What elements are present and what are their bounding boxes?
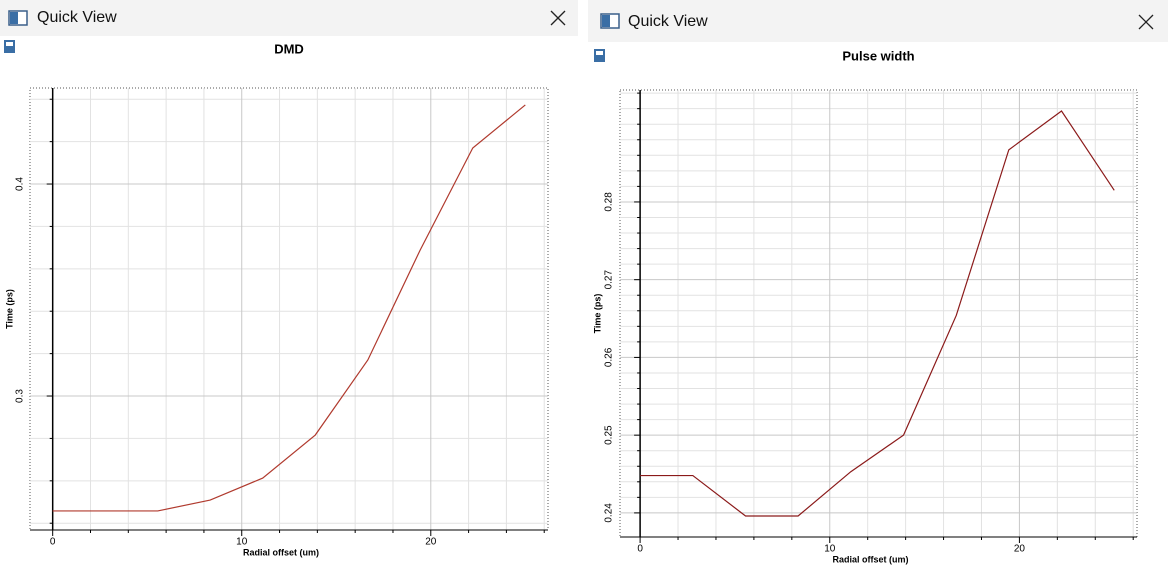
x-tick-label: 0 <box>50 537 56 548</box>
x-tick-label: 20 <box>1014 544 1026 555</box>
y-axis-label: Time (ps) <box>592 294 602 334</box>
y-tick-label: 0.27 <box>604 270 615 290</box>
y-tick-label: 0.28 <box>604 192 615 212</box>
x-tick-label: 0 <box>637 544 643 555</box>
save-icon[interactable] <box>4 40 15 53</box>
window-title: Quick View <box>37 9 117 26</box>
title-bar <box>588 0 1168 42</box>
window-title: Quick View <box>628 13 708 30</box>
x-tick-label: 10 <box>824 544 836 555</box>
data-line <box>640 110 1115 517</box>
x-tick-label: 20 <box>425 537 437 548</box>
window-icon <box>602 15 610 27</box>
y-tick-label: 0.3 <box>15 389 26 403</box>
y-tick-label: 0.4 <box>15 177 26 191</box>
window-icon <box>10 12 18 24</box>
y-axis-label: Time (ps) <box>4 289 14 329</box>
y-tick-label: 0.24 <box>604 503 615 523</box>
x-tick-label: 10 <box>236 537 248 548</box>
plot-area <box>29 87 549 531</box>
close-button[interactable] <box>550 10 566 26</box>
title-bar <box>0 0 578 36</box>
chart-title: Pulse width <box>842 48 914 63</box>
data-line <box>52 104 526 512</box>
y-tick-label: 0.25 <box>604 425 615 445</box>
x-axis-label: Radial offset (um) <box>832 554 908 564</box>
save-icon[interactable] <box>594 49 605 62</box>
y-tick-label: 0.26 <box>604 347 615 367</box>
x-axis-label: Radial offset (um) <box>243 547 319 557</box>
plot-area <box>619 89 1138 538</box>
close-button[interactable] <box>1138 14 1154 30</box>
chart-title: DMD <box>274 41 304 56</box>
